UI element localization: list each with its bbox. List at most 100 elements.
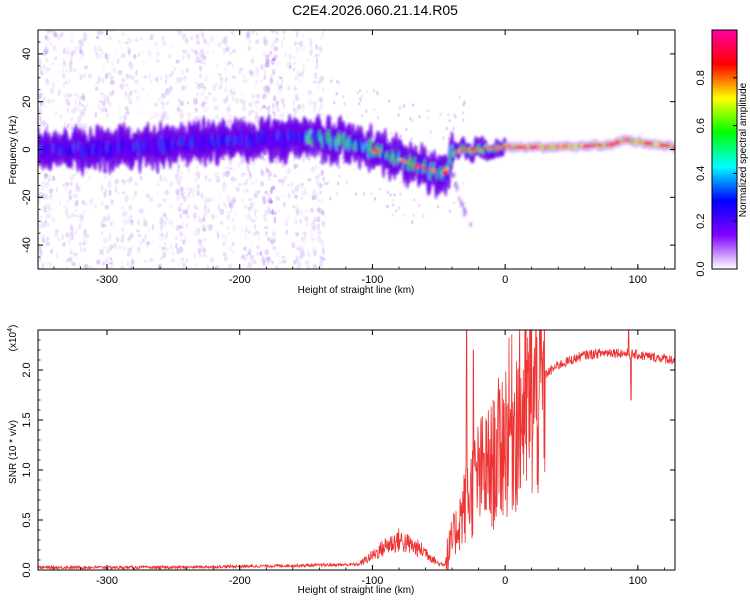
spectrogram-noise-dot [95,53,99,60]
spectrogram-noise-dot [175,224,181,232]
spectrogram-ridge-peak [659,143,665,147]
spectrogram-noise-dot [145,242,149,248]
spectrogram-noise-dot [293,61,296,65]
spectrogram-noise-dot [129,264,133,269]
spectrogram-noise-dot [293,165,296,170]
spectrogram-noise-dot [195,40,200,47]
spectrogram-noise-dot [227,160,233,166]
spectrogram-noise-dot [320,171,324,176]
spectrogram-noise-dot [195,99,199,105]
spectrogram-noise-dot [315,43,318,50]
spectrogram-noise-dot [101,220,104,224]
spectrogram-noise-dot [275,37,279,41]
spectrogram-noise-dot [159,218,164,224]
spectrogram-noise-dot [293,188,297,196]
spectrogram-noise-dot [70,173,75,181]
spectrogram-noise-dot [244,233,247,240]
spectrogram-noise-dot [176,196,181,202]
spectrogram-noise-dot [197,175,200,180]
spectrogram-noise-dot [278,84,283,89]
spectrogram-noise-dot [372,89,375,93]
spectrogram-noise-dot [108,189,112,196]
spectrogram-noise-dot [128,60,132,67]
spectrogram-noise-dot [44,203,48,210]
spectrogram-noise-dot [312,219,316,225]
spectrogram-noise-dot [280,97,285,103]
spectrogram-noise-dot [315,44,319,50]
spectrogram-noise-dot [248,169,252,177]
spectrogram-noise-dot [171,43,175,48]
spectrogram-noise-dot [273,216,277,224]
spectrogram-noise-dot [120,52,126,57]
spectrogram-ridge-peak [521,145,527,149]
spectrogram-noise-dot [228,165,232,171]
spectrogram-noise-dot [42,96,45,102]
spectrogram-noise-dot [254,115,260,120]
spectrogram-noise-dot [199,163,203,167]
spectrogram-noise-dot [298,182,303,189]
spectrogram-noise-dot [299,249,304,253]
spectrogram-noise-dot [168,54,172,59]
spectrogram-noise-dot [98,99,104,104]
spectrogram-noise-dot [245,178,249,185]
spectrogram-noise-dot [126,45,130,53]
spectrogram-noise-dot [227,263,233,269]
spectrogram-x-tick-label: -100 [361,274,383,286]
spectrogram-noise-dot [288,53,292,60]
spectrogram-noise-dot [260,64,264,70]
spectrogram-noise-dot [251,93,255,100]
spectrogram-noise-dot [39,249,43,257]
spectrogram-noise-dot [225,170,230,178]
spectrogram-noise-dot [411,103,415,107]
spectrogram-noise-dot [129,39,132,43]
spectrogram-tail-dot [462,207,466,212]
spectrogram-noise-dot [223,36,228,40]
spectrogram-noise-dot [399,192,402,196]
spectrogram-noise-dot [187,191,190,198]
spectrogram-noise-dot [277,87,282,95]
spectrogram-noise-dot [257,235,261,242]
spectrogram-noise-dot [242,105,247,112]
spectrogram-noise-dot [79,122,84,130]
spectrogram-noise-dot [278,114,282,118]
spectrogram-noise-dot [263,38,266,45]
spectrogram-noise-dot [202,211,208,218]
spectrogram-noise-dot [302,103,305,108]
spectrogram-noise-dot [148,196,154,203]
spectrogram-noise-dot [222,241,226,246]
spectrogram-noise-dot [269,74,273,80]
spectrogram-noise-dot [303,190,308,195]
spectrogram-noise-dot [78,216,84,223]
spectrogram-noise-dot [249,254,255,261]
spectrogram-noise-dot [197,238,201,244]
spectrogram-noise-dot [124,41,129,45]
spectrogram-noise-dot [107,72,112,76]
spectrogram-noise-dot [53,56,58,60]
spectrogram-noise-dot [159,221,162,225]
spectrogram-noise-dot [58,200,62,206]
spectrogram-noise-dot [316,235,322,242]
spectrogram-noise-dot [82,210,86,214]
spectrogram-noise-dot [313,155,318,161]
spectrogram-noise-dot [309,231,314,237]
spectrogram-noise-dot [266,63,271,68]
spectrogram-noise-dot [194,50,198,56]
spectrogram-noise-dot [218,193,221,199]
spectrogram-noise-dot [306,265,311,269]
spectrogram-noise-dot [80,92,85,100]
spectrogram-noise-dot [316,53,320,57]
spectrogram-noise-dot [162,212,167,218]
spectrogram-noise-dot [249,201,255,209]
spectrogram-noise-dot [252,232,255,237]
spectrogram-noise-dot [405,127,408,132]
spectrogram-noise-dot [318,207,324,214]
spectrogram-noise-dot [55,186,59,193]
spectrogram-noise-dot [79,213,84,220]
spectrogram-noise-dot [240,91,245,97]
spectrogram-ridge-peak [463,147,469,152]
spectrogram-noise-dot [228,200,232,208]
spectrogram-noise-dot [52,45,57,52]
spectrogram-noise-dot [121,212,126,218]
spectrogram-noise-dot [284,221,289,227]
